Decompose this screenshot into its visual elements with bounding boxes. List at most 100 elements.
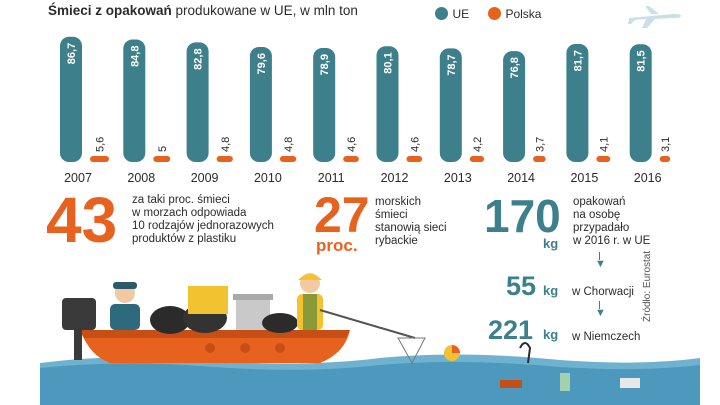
bar-pl-2015: [596, 156, 611, 162]
bar-ue-2009: [186, 42, 209, 162]
label-ue-2011: 78,9: [319, 54, 331, 75]
title-bold: Śmieci z opakowań: [48, 3, 172, 18]
year-label-2015: 2015: [570, 171, 598, 185]
stat-55-text: w Chorwacji: [572, 286, 634, 298]
legend-ue-label: UE: [452, 7, 470, 21]
bar-ue-2016: [629, 44, 652, 162]
stat-170-text: opakowań na osobę przypadało w 2016 r. w…: [573, 196, 650, 248]
title-rest: produkowane w UE, w mln ton: [171, 3, 358, 18]
legend-ue-swatch: [435, 7, 448, 20]
can-icon: [620, 378, 640, 388]
stat-43-line: 10 rodzajów jednorazowych: [132, 220, 274, 232]
label-ue-2010: 79,6: [256, 53, 268, 74]
label-ue-2015: 81,7: [572, 50, 584, 71]
label-pl-2008: 5: [157, 146, 169, 152]
bar-ue-2014: [503, 51, 526, 162]
stat-27-line: śmieci: [375, 209, 408, 221]
label-pl-2015: 4,1: [598, 137, 610, 152]
crate-icon: [188, 286, 228, 314]
stat-43-line: produktów z plastiku: [132, 233, 237, 245]
trash-bag-icon: [150, 306, 190, 334]
arrow-down-icon: ▼: [595, 307, 606, 319]
legend-pl-label: Polska: [505, 7, 542, 21]
net-pole: [319, 309, 416, 339]
bar-pl-2007: [90, 156, 110, 162]
label-pl-2009: 4,8: [220, 137, 232, 152]
trash-bag-icon: [262, 313, 298, 333]
label-ue-2016: 81,5: [636, 50, 648, 71]
label-ue-2014: 76,8: [509, 57, 521, 78]
label-ue-2009: 82,8: [193, 48, 205, 69]
stat-170-line: w 2016 r. w UE: [573, 235, 651, 247]
stat-221-number: 221: [488, 315, 534, 345]
bar-pl-2009: [216, 156, 233, 162]
stat-43-line: w morzach odpowiada: [132, 207, 247, 219]
legend-pl-swatch: [488, 7, 501, 20]
bar-ue-2011: [313, 48, 336, 162]
stat-170-line: na osobę: [573, 209, 621, 221]
bottle-icon: [500, 380, 522, 388]
stat-170-line: opakowań: [573, 196, 626, 208]
stat-170-unit: kg: [543, 236, 559, 251]
worker-body: [110, 304, 140, 330]
bar-ue-2007: [60, 36, 82, 163]
bar-chart: 86,7 5,6 2007 84,8 5 2008 82,8 4,8 2009 79,6 4,8 20…: [60, 36, 672, 185]
stat-221-text: w Niemczech: [572, 331, 641, 343]
year-label-2014: 2014: [507, 171, 535, 185]
bar-pl-2008: [153, 156, 171, 162]
bar-ue-2010: [249, 47, 272, 163]
fishing-net-icon: [397, 337, 426, 365]
label-ue-2008: 84,8: [129, 46, 141, 67]
year-label-2007: 2007: [64, 171, 92, 185]
label-pl-2014: 3,7: [534, 137, 546, 152]
arrow-stem: [599, 252, 600, 260]
boat-illustration: [40, 273, 700, 405]
bar-ue-2013: [439, 48, 462, 163]
chart-title: Śmieci z opakowań produkowane w UE, w ml…: [48, 3, 358, 18]
bar-pl-2012: [406, 156, 423, 162]
stat-27-number: 27: [314, 187, 370, 243]
stat-27-line: morskich: [375, 196, 422, 208]
bar-ue-2012: [376, 46, 399, 162]
year-label-2012: 2012: [381, 171, 409, 185]
year-label-2011: 2011: [318, 171, 345, 185]
bar-pl-2011: [343, 156, 359, 162]
year-label-2009: 2009: [191, 171, 219, 185]
label-pl-2012: 4,6: [409, 137, 421, 152]
stat-55-number: 55: [506, 271, 537, 301]
bottle-icon: [560, 373, 570, 391]
bar-ue-2008: [123, 39, 146, 163]
year-label-2008: 2008: [127, 171, 155, 185]
year-label-2010: 2010: [254, 171, 282, 185]
motor-icon: [62, 298, 96, 330]
stat-170-number: 170: [484, 190, 561, 242]
boat-hull: [80, 330, 350, 363]
stat-43-line: za taki proc. śmieci: [132, 194, 230, 206]
stat-27-line: rybackie: [375, 235, 418, 247]
label-pl-2007: 5,6: [95, 137, 107, 152]
arrow-stem: [599, 301, 600, 309]
year-label-2013: 2013: [444, 171, 472, 185]
label-ue-2007: 86,7: [66, 43, 78, 64]
stat-221-unit: kg: [543, 327, 559, 342]
stat-170-line: przypadało: [573, 222, 630, 234]
stat-27-unit: proc.: [316, 236, 358, 255]
bar-pl-2013: [469, 156, 485, 162]
label-pl-2016: 3,1: [660, 137, 672, 152]
stat-43-number: 43: [46, 184, 118, 256]
stat-43-text: za taki proc. śmieci w morzach odpowiada…: [132, 194, 274, 246]
sea-water-deep: [40, 361, 700, 405]
label-ue-2013: 78,7: [446, 54, 458, 75]
bar-pl-2016: [659, 156, 671, 162]
stat-55-unit: kg: [543, 283, 559, 298]
stat-27-text: morskich śmieci stanowią sieci rybackie: [375, 196, 447, 248]
label-pl-2010: 4,8: [283, 137, 295, 152]
bar-pl-2010: [279, 156, 297, 162]
label-pl-2013: 4,2: [472, 137, 484, 152]
airplane-icon: [628, 6, 681, 28]
legend-pl: Polska: [488, 5, 541, 23]
label-ue-2012: 80,1: [383, 52, 395, 73]
bar-ue-2015: [566, 43, 589, 162]
hook-icon: [519, 342, 532, 364]
